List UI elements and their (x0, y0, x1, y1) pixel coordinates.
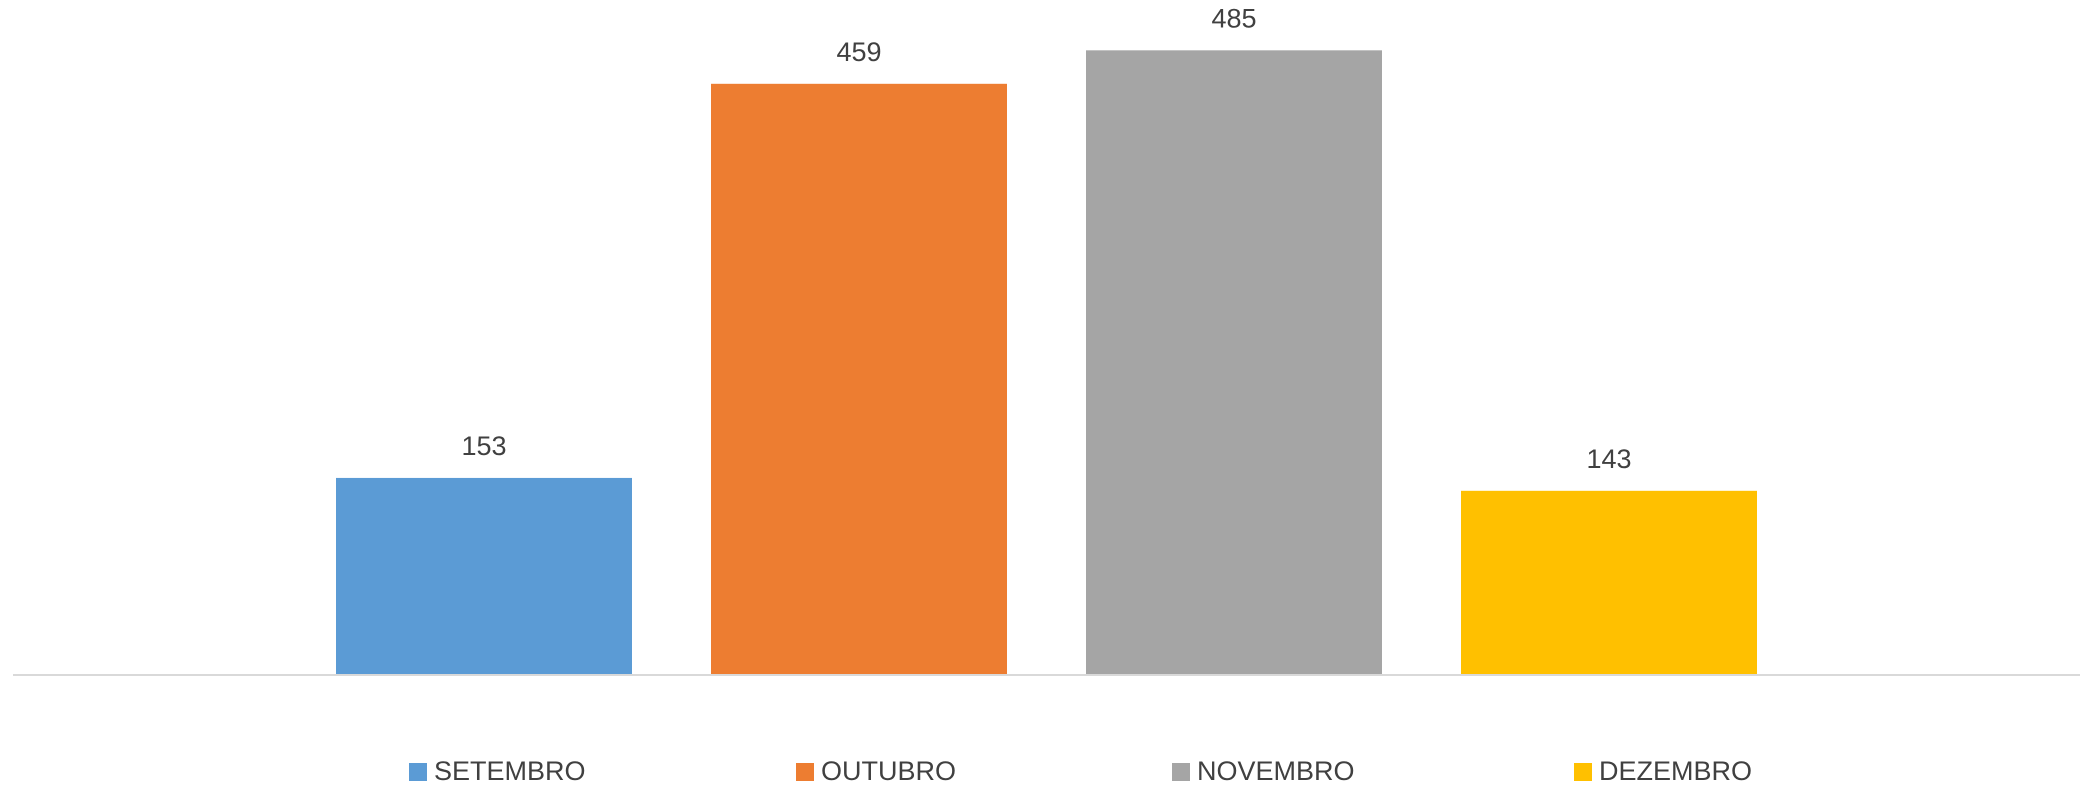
legend-swatch (1172, 763, 1190, 781)
legend-label: NOVEMBRO (1197, 756, 1355, 786)
bar (336, 477, 632, 675)
legend-swatch (796, 763, 814, 781)
data-label: 485 (1211, 3, 1256, 33)
data-label: 153 (461, 431, 506, 461)
legend-label: DEZEMBRO (1599, 756, 1752, 786)
bar (1086, 50, 1382, 675)
bar (1461, 490, 1757, 675)
data-label: 143 (1586, 444, 1631, 474)
legend-label: SETEMBRO (434, 756, 586, 786)
legend-swatch (1574, 763, 1592, 781)
bar (711, 83, 1007, 676)
data-label: 459 (836, 37, 881, 67)
legend-swatch (409, 763, 427, 781)
legend-label: OUTUBRO (821, 756, 956, 786)
